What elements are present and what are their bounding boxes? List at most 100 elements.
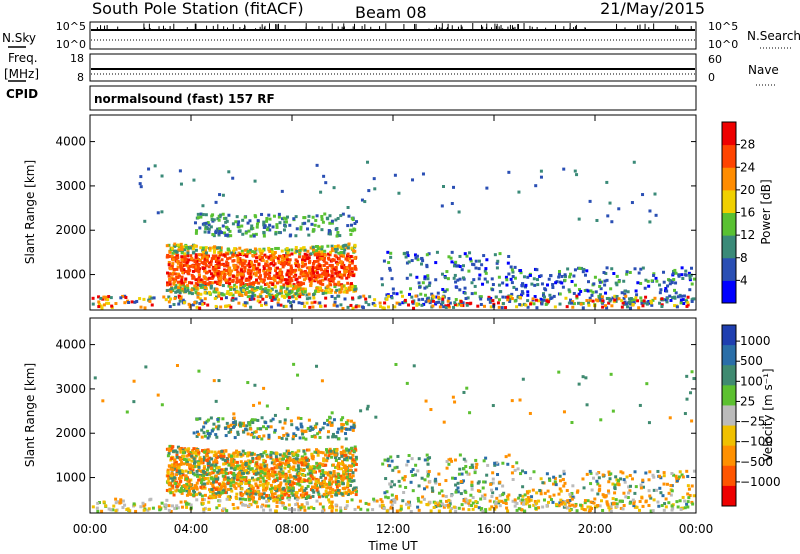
echo-cell (324, 296, 328, 300)
echo-cell (321, 426, 325, 430)
echo-cell (591, 290, 595, 294)
echo-cell (207, 496, 211, 500)
echo-cell (320, 289, 324, 293)
echo-cell (453, 301, 457, 305)
echo-cell (337, 437, 341, 441)
echo-cell (497, 499, 501, 503)
echo-cell (207, 282, 211, 286)
echo-cell (446, 505, 450, 509)
echo-cell (563, 500, 567, 504)
echo-cell (441, 301, 445, 305)
echo-cell (269, 258, 273, 262)
echo-cell (229, 423, 233, 427)
echo-cell (191, 303, 195, 307)
echo-cell (183, 248, 187, 252)
echo-cell (123, 503, 127, 507)
echo-cell (292, 467, 296, 471)
echo-cell (236, 265, 240, 269)
echo-cell (173, 476, 177, 480)
echo-cell (147, 507, 151, 511)
echo-cell (242, 466, 246, 470)
echo-cell (340, 454, 344, 458)
echo-cell (688, 278, 692, 282)
echo-cell (334, 435, 338, 439)
echo-cell (261, 503, 265, 507)
echo-cell (171, 277, 175, 281)
echo-cell (123, 301, 127, 305)
echo-cell (320, 217, 324, 221)
echo-cell (283, 479, 287, 483)
echo-cell (294, 258, 298, 262)
echo-cell (392, 483, 396, 487)
echo-cell (506, 509, 510, 513)
echo-cell (519, 498, 523, 502)
echo-cell (171, 468, 175, 472)
echo-cell (316, 280, 320, 284)
echo-cell (174, 285, 178, 289)
echo-cell (273, 274, 277, 278)
echo-cell (638, 508, 642, 512)
echo-cell (288, 496, 292, 500)
echo-cell (533, 283, 537, 287)
echo-cell (239, 492, 243, 496)
echo-cell (208, 261, 212, 265)
echo-cell (245, 254, 249, 258)
echo-cell (273, 485, 277, 489)
echo-cell (295, 494, 299, 498)
echo-cell (317, 481, 321, 485)
echo-cell (243, 259, 247, 263)
echo-cell (323, 267, 327, 271)
echo-cell (348, 478, 352, 482)
echo-cell (242, 470, 246, 474)
echo-cell (180, 461, 184, 465)
echo-cell (169, 491, 173, 495)
echo-cell (328, 214, 332, 218)
echo-cell (692, 494, 696, 498)
echo-cell (445, 270, 449, 274)
echo-cell (323, 271, 327, 275)
echo-cell (580, 266, 584, 270)
echo-cell (491, 299, 495, 303)
echo-cell (223, 468, 227, 472)
echo-cell (294, 451, 298, 455)
echo-cell (175, 484, 179, 488)
echo-cell (261, 483, 265, 487)
echo-cell (305, 293, 309, 297)
echo-cell (217, 491, 221, 495)
cpid-text: normalsound (fast) 157 RF (94, 92, 275, 106)
echo-cell (204, 421, 208, 425)
echo-cell (427, 299, 431, 303)
echo-cell (254, 232, 258, 236)
echo-cell (171, 479, 175, 483)
echo-cell (349, 456, 353, 460)
echo-cell (626, 305, 630, 309)
echo-cell (682, 294, 686, 298)
echo-cell (349, 491, 353, 495)
echo-cell (667, 501, 671, 505)
nsky-spikes (96, 23, 692, 30)
echo-cell (333, 244, 337, 248)
echo-cell (496, 462, 500, 466)
echo-cell (542, 295, 546, 299)
echo-cell (441, 185, 445, 189)
echo-cell (644, 278, 648, 282)
echo-cell (311, 265, 315, 269)
echo-cell (274, 255, 278, 259)
echo-cell (386, 459, 390, 463)
echo-cell (605, 180, 609, 184)
echo-cell (251, 421, 255, 425)
echo-cell (434, 505, 438, 509)
echo-cell (316, 466, 320, 470)
echo-cell (205, 468, 209, 472)
echo-cell (284, 454, 288, 458)
echo-cell (224, 296, 228, 300)
echo-cell (635, 505, 639, 509)
echo-cell (254, 464, 258, 468)
echo-cell (267, 285, 271, 289)
echo-cell (335, 493, 339, 497)
echo-cell (489, 305, 493, 309)
echo-cell (495, 496, 499, 500)
echo-cell (655, 279, 659, 283)
echo-cell (380, 283, 384, 287)
echo-cell (241, 449, 245, 453)
